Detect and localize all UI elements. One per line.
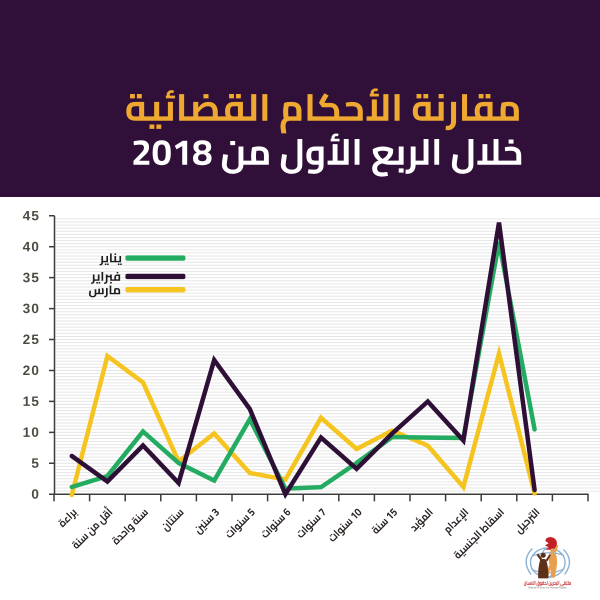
svg-text:Bahrain Forum for Human Rights: Bahrain Forum for Human Rights (528, 585, 567, 589)
